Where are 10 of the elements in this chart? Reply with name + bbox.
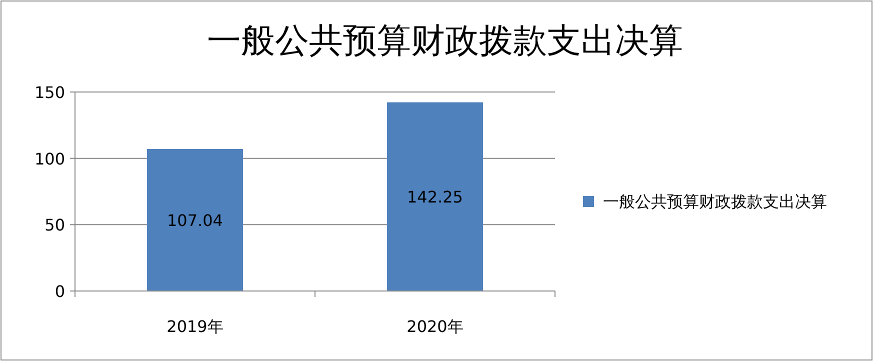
data-label: 142.25 [407, 188, 463, 207]
legend-label: 一般公共预算财政拨款支出决算 [603, 192, 827, 211]
y-tick-label: 150 [34, 83, 65, 102]
y-tick-label: 50 [44, 216, 65, 235]
x-tick-label: 2019年 [166, 317, 224, 336]
data-label: 107.04 [167, 210, 223, 230]
y-tick-label: 0 [54, 282, 65, 301]
y-tick-label: 100 [34, 149, 65, 168]
x-tick-label: 2020年 [406, 317, 464, 336]
title: 一般公共预算财政拨款支出决算 [207, 21, 683, 61]
